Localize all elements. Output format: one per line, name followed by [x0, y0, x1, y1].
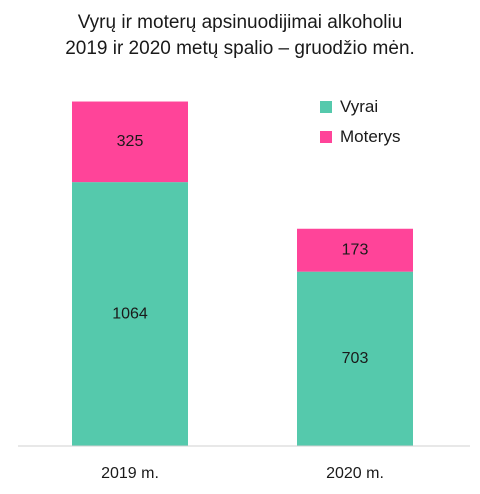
data-label-vyrai-2: 703: [342, 350, 369, 367]
legend: Vyrai Moterys: [320, 92, 400, 152]
chart-title-line-1: Vyrų ir moterų apsinuodijimai alkoholiu: [77, 12, 403, 33]
legend-label-moterys: Moterys: [340, 127, 401, 146]
bar-vyrai-2: [297, 271, 413, 446]
legend-item-moterys: Moterys: [320, 122, 400, 152]
data-label-moterys-2: 173: [342, 241, 369, 258]
legend-swatch-moterys: [320, 131, 332, 143]
bar-vyrai-1: [72, 182, 188, 447]
chart-title-line-2: 2019 ir 2020 metų spalio – gruodžio mėn.: [65, 38, 415, 59]
bar-moterys-1: [72, 101, 188, 183]
x-tick-label-2: 2020 m.: [326, 465, 384, 482]
data-label-moterys-1: 325: [117, 133, 144, 150]
chart-title: Vyrų ir moterų apsinuodijimai alkoholiu …: [0, 10, 480, 62]
legend-swatch-vyrai: [320, 101, 332, 113]
data-label-vyrai-1: 1064: [112, 305, 148, 322]
x-tick-label-1: 2019 m.: [101, 465, 159, 482]
legend-label-vyrai: Vyrai: [340, 97, 379, 116]
legend-item-vyrai: Vyrai: [320, 92, 400, 122]
bar-moterys-2: [297, 228, 413, 272]
